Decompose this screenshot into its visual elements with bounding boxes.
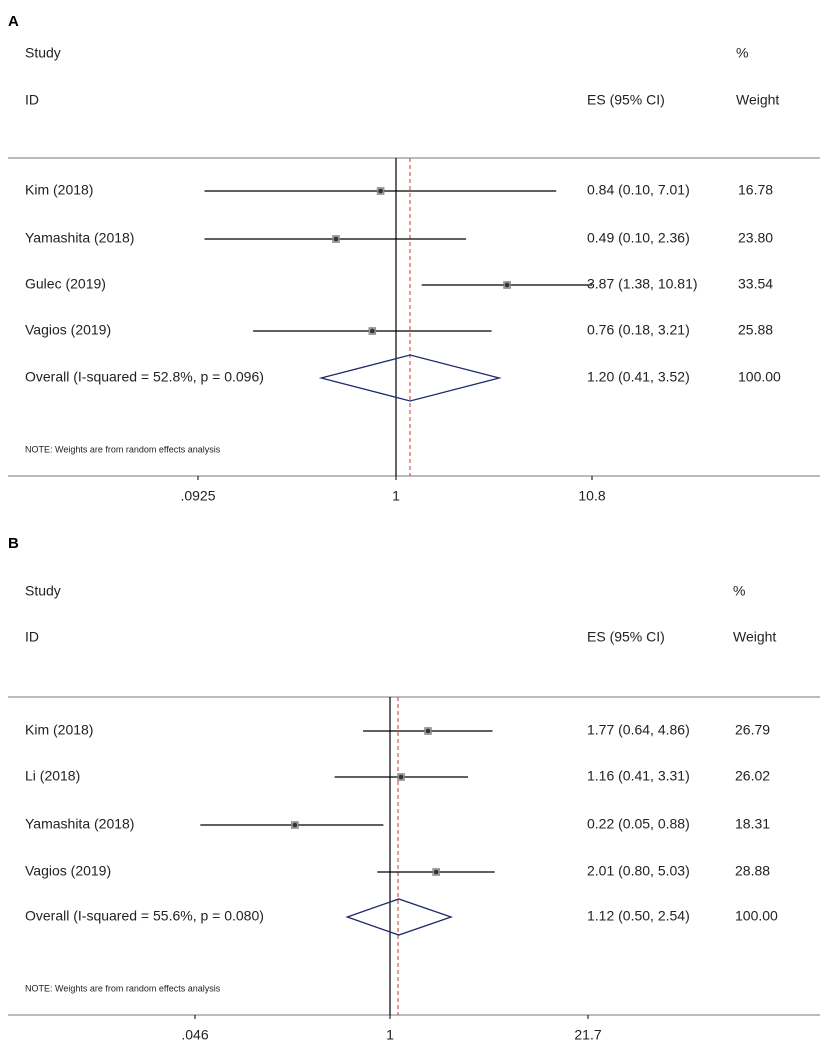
- es-ci-value: 3.87 (1.38, 10.81): [587, 276, 698, 292]
- weight-value: 26.79: [735, 722, 770, 738]
- study-label: Yamashita (2018): [25, 230, 134, 246]
- es-ci-value: 0.22 (0.05, 0.88): [587, 816, 690, 832]
- weights-note: NOTE: Weights are from random effects an…: [25, 444, 221, 454]
- overall-es-ci-value: 1.20 (0.41, 3.52): [587, 369, 690, 385]
- header-study: Study: [25, 45, 61, 61]
- overall-weight-value: 100.00: [735, 908, 778, 924]
- weight-value: 26.02: [735, 768, 770, 784]
- header-weight: Weight: [736, 92, 779, 108]
- panel-b: B Study ID% ES (95% CI) Weight Kim (2018) 1.77…: [8, 535, 820, 1043]
- point-estimate: [398, 774, 404, 780]
- point-estimate: [425, 728, 431, 734]
- es-ci-value: 0.76 (0.18, 3.21): [587, 322, 690, 338]
- overall-diamond: [318, 354, 502, 402]
- point-estimate: [370, 328, 375, 334]
- panel-label: A: [8, 13, 19, 30]
- weight-value: 16.78: [738, 182, 773, 198]
- x-tick-label: 21.7: [574, 1027, 601, 1043]
- header-es-ci: ES (95% CI): [587, 629, 665, 645]
- weight-value: 23.80: [738, 230, 773, 246]
- x-tick-label: .0925: [180, 488, 215, 504]
- panel-a: A Study ID% ES (95% CI) Weight Kim (2018) 0.84…: [8, 13, 820, 504]
- panel-label: B: [8, 535, 19, 552]
- header-es-ci: ES (95% CI): [587, 92, 665, 108]
- point-estimate: [378, 188, 383, 194]
- overall-weight-value: 100.00: [738, 369, 781, 385]
- header-percent: %: [733, 583, 745, 599]
- es-ci-value: 0.84 (0.10, 7.01): [587, 182, 690, 198]
- x-tick-label: 1: [392, 488, 400, 504]
- study-label: Li (2018): [25, 768, 80, 784]
- overall-label: Overall (I-squared = 52.8%, p = 0.096): [25, 369, 264, 385]
- es-ci-value: 1.77 (0.64, 4.86): [587, 722, 690, 738]
- weight-value: 25.88: [738, 322, 773, 338]
- study-label: Vagios (2019): [25, 322, 111, 338]
- weight-value: 18.31: [735, 816, 770, 832]
- header-id: ID: [25, 629, 39, 645]
- study-label: Kim (2018): [25, 182, 93, 198]
- overall-es-ci-value: 1.12 (0.50, 2.54): [587, 908, 690, 924]
- overall-label: Overall (I-squared = 55.6%, p = 0.080): [25, 908, 264, 924]
- x-tick-label: 1: [386, 1027, 394, 1043]
- weights-note: NOTE: Weights are from random effects an…: [25, 983, 221, 993]
- overall-diamond: [345, 898, 454, 936]
- es-ci-value: 1.16 (0.41, 3.31): [587, 768, 690, 784]
- study-label: Gulec (2019): [25, 276, 106, 292]
- es-ci-value: 0.49 (0.10, 2.36): [587, 230, 690, 246]
- header-study: Study: [25, 583, 61, 599]
- es-ci-value: 2.01 (0.80, 5.03): [587, 863, 690, 879]
- study-label: Yamashita (2018): [25, 816, 134, 832]
- header-weight: Weight: [733, 629, 776, 645]
- point-estimate: [292, 822, 298, 828]
- header-percent: %: [736, 45, 748, 61]
- header-id: ID: [25, 92, 39, 108]
- x-tick-label: .046: [181, 1027, 208, 1043]
- weight-value: 33.54: [738, 276, 773, 292]
- study-label: Kim (2018): [25, 722, 93, 738]
- point-estimate: [433, 869, 439, 875]
- x-tick-label: 10.8: [578, 488, 605, 504]
- point-estimate: [504, 282, 510, 288]
- point-estimate: [333, 236, 339, 242]
- weight-value: 28.88: [735, 863, 770, 879]
- study-label: Vagios (2019): [25, 863, 111, 879]
